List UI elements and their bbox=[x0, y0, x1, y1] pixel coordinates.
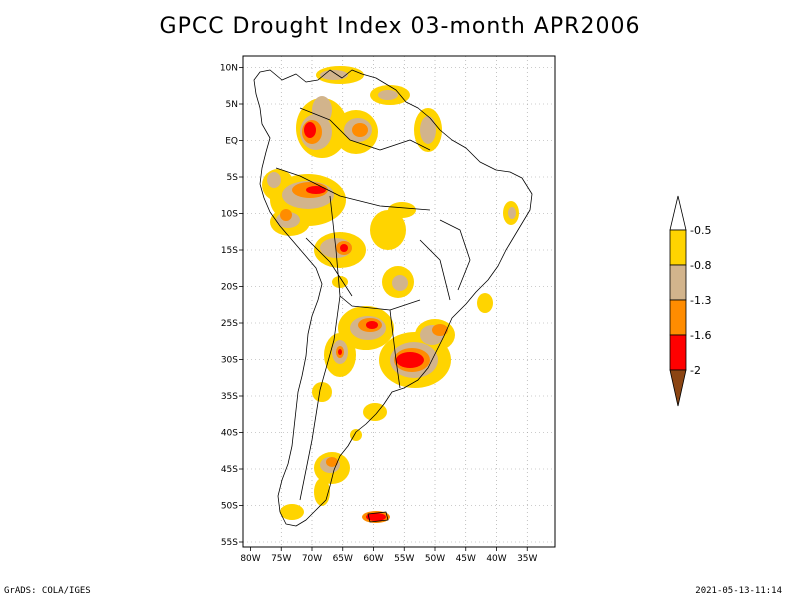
lat-tick-label: 10N bbox=[220, 64, 238, 74]
lat-tick-label: 55S bbox=[221, 538, 238, 548]
lon-tick-label: 75W bbox=[271, 554, 291, 564]
grid-lines bbox=[243, 56, 555, 547]
map-frame bbox=[242, 55, 556, 548]
colorbar-bottom-arrow bbox=[669, 369, 687, 407]
border-lines bbox=[275, 107, 471, 501]
lon-tick-label: 45W bbox=[456, 554, 476, 564]
lon-tick-label: 65W bbox=[333, 554, 353, 564]
lat-tick-label: 20S bbox=[221, 283, 238, 293]
lat-tick-label: EQ bbox=[225, 137, 238, 147]
colorbar-label: -1.3 bbox=[690, 294, 711, 307]
longitude-tick-labels: 80W 75W 70W 65W 60W 55W 50W 45W 40W 35W bbox=[240, 547, 538, 564]
latitude-tick-labels: 10N 5N EQ 5S 10S 15S 20S 25S 30S 35S 40S 45S 50S 55S bbox=[220, 64, 243, 548]
lat-tick-label: 45S bbox=[221, 465, 238, 475]
colorbar-label: -0.5 bbox=[690, 224, 711, 237]
colorbar-label: -0.8 bbox=[690, 259, 711, 272]
lat-tick-label: 5S bbox=[227, 173, 239, 183]
lon-tick-label: 35W bbox=[517, 554, 537, 564]
lon-tick-label: 60W bbox=[363, 554, 383, 564]
colorbar: -0.5 -0.8 -1.3 -1.6 -2 bbox=[669, 195, 711, 407]
lat-tick-label: 10S bbox=[221, 210, 238, 220]
lon-tick-label: 70W bbox=[302, 554, 322, 564]
colorbar-swatch-red bbox=[669, 334, 687, 371]
lat-tick-label: 50S bbox=[221, 502, 238, 512]
coastlines bbox=[253, 69, 533, 527]
falklands bbox=[367, 511, 389, 523]
drought-patches bbox=[262, 66, 519, 523]
lon-tick-label: 50W bbox=[425, 554, 445, 564]
lat-tick-label: 35S bbox=[221, 392, 238, 402]
lat-tick-label: 5N bbox=[226, 100, 238, 110]
footer-timestamp: 2021-05-13-11:14 bbox=[695, 586, 782, 596]
colorbar-swatch-yellow bbox=[669, 229, 687, 266]
colorbar-label: -1.6 bbox=[690, 329, 711, 342]
red-patches bbox=[304, 122, 424, 521]
lat-tick-label: 30S bbox=[221, 356, 238, 366]
lon-tick-label: 80W bbox=[240, 554, 260, 564]
lat-tick-label: 40S bbox=[221, 429, 238, 439]
lon-tick-label: 55W bbox=[394, 554, 414, 564]
map-title: GPCC Drought Index 03-month APR2006 bbox=[159, 14, 641, 39]
lat-tick-label: 15S bbox=[221, 246, 238, 256]
colorbar-swatch-tan bbox=[669, 264, 687, 301]
colorbar-swatch-orange bbox=[669, 299, 687, 336]
colorbar-top-arrow bbox=[669, 195, 687, 231]
lon-tick-label: 40W bbox=[486, 554, 506, 564]
colorbar-label: -2 bbox=[690, 364, 701, 377]
lat-tick-label: 25S bbox=[221, 319, 238, 329]
footer-credit: GrADS: COLA/IGES bbox=[4, 586, 91, 596]
south-america-outline bbox=[253, 69, 533, 527]
